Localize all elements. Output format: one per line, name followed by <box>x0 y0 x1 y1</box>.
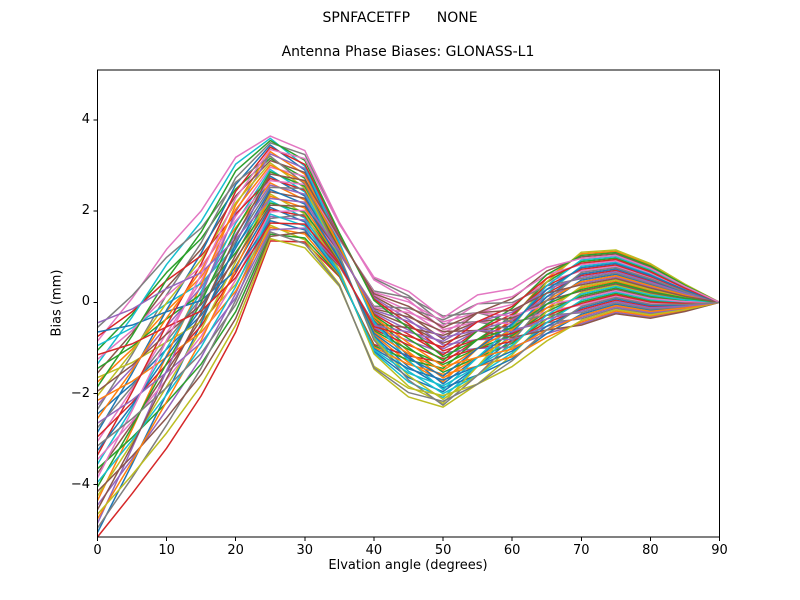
series-line <box>97 195 720 520</box>
series-line <box>97 146 720 456</box>
x-tick-label: 70 <box>573 543 590 558</box>
series-lines-group <box>97 135 720 537</box>
series-line <box>97 179 720 360</box>
series-line <box>97 155 720 406</box>
series-line <box>97 139 720 388</box>
x-tick-label: 90 <box>711 543 728 558</box>
series-line <box>97 168 720 465</box>
x-tick-label: 80 <box>642 543 659 558</box>
figure-suptitle: SPNFACETFP NONE <box>322 10 478 26</box>
series-line <box>97 191 720 474</box>
series-line <box>97 162 720 401</box>
y-tick-label: −2 <box>70 385 90 401</box>
series-line <box>97 137 720 391</box>
series-line <box>97 157 720 374</box>
y-tick-label: 0 <box>81 294 90 310</box>
series-line <box>97 193 720 497</box>
series-line <box>97 231 720 447</box>
x-tick-label: 10 <box>158 543 175 558</box>
x-axis-label: Elvation angle (degrees) <box>328 558 488 573</box>
axes-spines <box>97 69 720 538</box>
series-line <box>97 177 720 356</box>
series-line <box>97 204 720 392</box>
series-line <box>97 170 720 488</box>
x-tick-label: 30 <box>296 543 314 558</box>
series-line <box>97 135 720 342</box>
series-line <box>97 184 720 406</box>
y-tick-label: 4 <box>81 112 90 128</box>
series-line <box>97 213 720 529</box>
series-line <box>97 209 720 461</box>
series-line <box>97 227 720 424</box>
series-line <box>97 237 720 515</box>
series-line <box>97 142 720 410</box>
series-line <box>97 144 720 433</box>
series-line <box>97 175 720 533</box>
series-line <box>97 206 720 415</box>
series-line <box>97 188 720 451</box>
series-line <box>97 226 720 401</box>
y-tick-label: 2 <box>81 203 90 219</box>
series-line <box>97 150 720 501</box>
y-tick-label: −4 <box>70 476 90 492</box>
x-tick-label: 50 <box>434 543 452 558</box>
series-line <box>97 148 720 479</box>
x-tick-label: 60 <box>503 543 521 558</box>
series-line <box>97 208 720 438</box>
series-line <box>97 166 720 442</box>
series-line <box>97 159 720 374</box>
series-line <box>97 153 720 524</box>
series-line <box>97 186 720 429</box>
series-line <box>97 213 720 483</box>
axes-title: Antenna Phase Biases: GLONASS-L1 <box>281 44 535 60</box>
x-tick-label: 0 <box>93 543 102 558</box>
x-tick-label: 40 <box>365 543 383 558</box>
series-line <box>97 164 720 419</box>
series-line <box>97 182 720 383</box>
x-tick-label: 20 <box>227 543 244 558</box>
series-line <box>97 173 720 511</box>
series-line <box>97 215 720 506</box>
